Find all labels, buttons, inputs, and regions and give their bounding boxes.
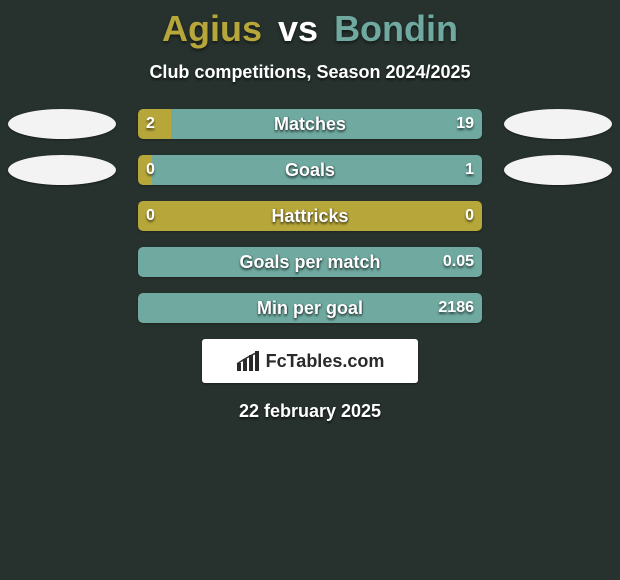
stat-row: Matches219 bbox=[0, 109, 620, 139]
stat-row: Goals per match0.05 bbox=[0, 247, 620, 277]
stat-bar-track bbox=[138, 201, 482, 231]
title-player-left: Agius bbox=[162, 8, 262, 49]
stat-bar-left bbox=[138, 155, 152, 185]
stat-row: Min per goal2186 bbox=[0, 293, 620, 323]
player-ellipse-left bbox=[8, 109, 116, 139]
stat-row: Goals01 bbox=[0, 155, 620, 185]
comparison-title: Agius vs Bondin bbox=[0, 0, 620, 50]
site-logo[interactable]: FcTables.com bbox=[202, 339, 418, 383]
stat-bar-right bbox=[138, 247, 482, 277]
stat-bar-track bbox=[138, 293, 482, 323]
stat-bar-left bbox=[138, 201, 482, 231]
player-ellipse-right bbox=[504, 155, 612, 185]
title-player-right: Bondin bbox=[334, 8, 458, 49]
site-logo-text: FcTables.com bbox=[266, 351, 385, 372]
bars-icon bbox=[236, 351, 260, 371]
comparison-date: 22 february 2025 bbox=[0, 401, 620, 422]
stat-bar-track bbox=[138, 109, 482, 139]
stat-row: Hattricks00 bbox=[0, 201, 620, 231]
stat-bar-left bbox=[138, 109, 171, 139]
player-ellipse-left bbox=[8, 155, 116, 185]
player-ellipse-right bbox=[504, 109, 612, 139]
stat-bar-right bbox=[171, 109, 482, 139]
stat-bar-track bbox=[138, 155, 482, 185]
comparison-subtitle: Club competitions, Season 2024/2025 bbox=[0, 62, 620, 83]
stat-bar-track bbox=[138, 247, 482, 277]
title-vs: vs bbox=[278, 8, 318, 49]
stat-bar-right bbox=[138, 293, 482, 323]
stats-rows: Matches219 Goals01 Hattricks00 Goals per ma… bbox=[0, 109, 620, 323]
stat-bar-right bbox=[152, 155, 482, 185]
